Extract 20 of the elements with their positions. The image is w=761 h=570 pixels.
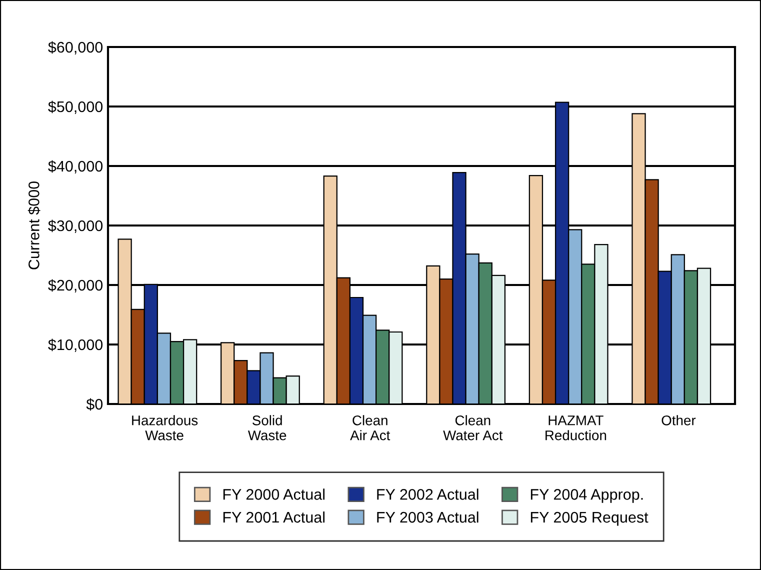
x-tick-label: Hazardous Waste: [132, 415, 198, 440]
y-axis-title: Current $000: [28, 182, 40, 270]
legend-label: FY 2004 Approp.: [530, 489, 643, 503]
y-tick-label: $40,000: [48, 160, 103, 174]
x-tick-label: Clean Air Act: [350, 415, 390, 440]
legend-label: FY 2000 Actual: [223, 488, 325, 500]
y-tick-label: $50,000: [48, 100, 103, 114]
y-tick-label: $30,000: [48, 220, 103, 233]
y-tick-label: $60,000: [48, 41, 103, 54]
x-tick-label: Clean Water Act: [443, 415, 503, 440]
legend-label: FY 2005 Request: [530, 512, 648, 526]
x-tick-label: Other: [662, 415, 696, 426]
y-tick-label: $0: [86, 398, 103, 411]
x-tick-label: HAZMAT Reduction: [546, 416, 606, 440]
legend-label: FY 2001 Actual: [223, 511, 325, 523]
x-tick-label: Solid Waste: [248, 415, 286, 440]
legend-label: FY 2002 Actual: [377, 488, 478, 500]
legend-label: FY 2003 Actual: [377, 511, 478, 523]
y-tick-label: $20,000: [48, 279, 103, 292]
y-tick-label: $10,000: [48, 338, 103, 352]
